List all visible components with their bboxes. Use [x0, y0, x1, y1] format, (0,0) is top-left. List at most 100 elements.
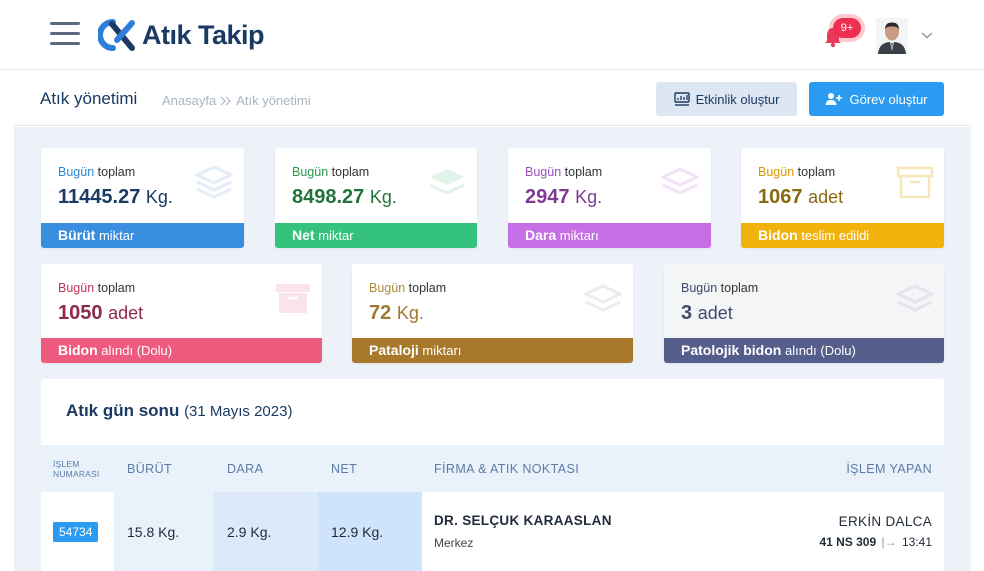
layers-icon [661, 167, 699, 195]
daily-summary-panel: Atık gün sonu (31 Mayıs 2023) İŞLEM NUMA… [41, 379, 944, 571]
create-task-label: Görev oluştur [849, 91, 928, 107]
card-bar-bold: Bidon [758, 227, 798, 243]
col-tare[interactable]: DARA [227, 461, 264, 476]
card-prefix: Bugün [758, 165, 795, 179]
card-label: toplam [797, 165, 836, 179]
stat-card-delivered: Bugün toplam 1067 adet Bidon teslim edil… [741, 148, 944, 248]
card-label: toplam [97, 165, 136, 179]
panel-title: Atık gün sonu (31 Mayıs 2023) [66, 401, 292, 421]
archive-box-icon [276, 284, 310, 313]
card-prefix: Bugün [681, 281, 718, 295]
card-prefix: Bugün [58, 281, 95, 295]
card-bar-text: alındı (Dolu) [101, 343, 173, 358]
col-gross[interactable]: BÜRÜT [127, 461, 173, 476]
card-label: toplam [564, 165, 603, 179]
panel-title-text: Atık gün sonu [66, 401, 180, 420]
col-firm[interactable]: FİRMA & ATIK NOKTASI [434, 461, 580, 476]
double-chevron-right-icon [220, 96, 232, 105]
card-value: 8498.27 [292, 186, 365, 208]
card-prefix: Bugün [292, 165, 329, 179]
menu-icon[interactable] [50, 20, 82, 48]
stat-card-pathology: Bugün toplam 72 Kg. Pataloji miktarı [352, 264, 633, 363]
layers-icon [896, 284, 934, 312]
page-header: Atık yönetimi Anasayfa Atık yönetimi Etk… [14, 71, 971, 126]
stat-card-net: Bugün toplam 8498.27 Kg. Net miktar [275, 148, 477, 248]
col-id-line2: NUMARASI [53, 468, 100, 479]
card-prefix: Bugün [58, 165, 95, 179]
row-time: 13:41 [901, 535, 932, 549]
arrow-right-icon: |→ [881, 535, 897, 549]
card-value: 1067 [758, 186, 803, 208]
card-bar-bold: Bidon [58, 342, 98, 358]
col-id[interactable]: İŞLEM NUMARASI [53, 445, 99, 492]
col-doer[interactable]: İŞLEM YAPAN [846, 461, 932, 476]
breadcrumb: Anasayfa Atık yönetimi [162, 93, 311, 108]
card-unit: Kg. [396, 303, 424, 323]
card-bar-bold: Dara [525, 227, 557, 243]
avatar[interactable] [876, 18, 908, 54]
card-bar-bold: Patolojik bidon [681, 342, 782, 358]
card-value: 1050 [58, 302, 103, 324]
card-bar-text: miktarı [422, 343, 462, 358]
stat-card-collected: Bugün toplam 1050 adet Bidon alındı (Dol… [41, 264, 322, 363]
row-gross: 15.8 Kg. [127, 523, 180, 540]
notifications-button[interactable]: 9+ [820, 18, 861, 52]
card-label: toplam [331, 165, 370, 179]
card-bar-text: alındı (Dolu) [784, 343, 856, 358]
layers-icon [584, 284, 622, 312]
breadcrumb-home[interactable]: Anasayfa [162, 93, 217, 108]
logo-icon [98, 19, 135, 51]
card-unit: adet [697, 303, 733, 323]
stat-card-gross: Bugün toplam 11445.27 Kg. Bürüt miktar [41, 148, 244, 248]
table-header: İŞLEM NUMARASI BÜRÜT DARA NET FİRMA & AT… [41, 445, 944, 492]
panel-date: (31 Mayıs 2023) [184, 403, 293, 420]
card-bar-text: miktarı [559, 228, 599, 243]
card-value: 3 [681, 302, 693, 324]
stat-card-pathology-bin: Bugün toplam 3 adet Patolojik bidon alın… [664, 264, 944, 363]
archive-box-icon [896, 166, 934, 199]
row-location: Merkez [434, 536, 474, 550]
app-logo[interactable]: Atık Takip [98, 17, 265, 53]
col-id-line1: İŞLEM [53, 458, 80, 469]
breadcrumb-current: Atık yönetimi [236, 93, 311, 108]
card-value: 2947 [525, 186, 570, 208]
create-activity-label: Etkinlik oluştur [695, 91, 780, 107]
col-net[interactable]: NET [331, 461, 358, 476]
layers-icon [195, 165, 233, 199]
top-bar: Atık Takip 9+ [0, 0, 984, 70]
card-unit: Kg. [145, 187, 173, 207]
card-unit: Kg. [369, 187, 397, 207]
notification-badge: 9+ [833, 18, 861, 38]
card-value: 72 [369, 302, 392, 324]
card-label: toplam [97, 281, 136, 295]
table-row[interactable]: 54734 15.8 Kg. 2.9 Kg. 12.9 Kg. DR. SELÇ… [41, 492, 944, 571]
card-bar-bold: Net [292, 227, 315, 243]
row-id-badge[interactable]: 54734 [53, 521, 99, 542]
card-bar-bold: Pataloji [369, 342, 419, 358]
card-unit: adet [808, 187, 844, 207]
card-unit: adet [108, 303, 144, 323]
card-bar-text: teslim edildi [801, 228, 870, 243]
row-tare: 2.9 Kg. [227, 523, 272, 540]
logo-text: Atık Takip [142, 19, 265, 50]
chevron-down-icon[interactable] [920, 30, 934, 40]
add-user-icon [825, 93, 843, 105]
row-firm[interactable]: DR. SELÇUK KARAASLAN [434, 513, 612, 528]
stat-card-tare: Bugün toplam 2947 Kg. Dara miktarı [508, 148, 711, 248]
card-label: toplam [720, 281, 759, 295]
card-prefix: Bugün [369, 281, 406, 295]
row-doer: ERKİN DALCA [838, 514, 932, 529]
card-prefix: Bugün [525, 165, 562, 179]
card-unit: Kg. [575, 187, 603, 207]
card-value: 11445.27 [58, 186, 141, 208]
create-task-button[interactable]: Görev oluştur [809, 82, 944, 116]
card-label: toplam [408, 281, 447, 295]
create-activity-button[interactable]: Etkinlik oluştur [656, 82, 797, 116]
row-plate: 41 NS 309 [819, 535, 877, 549]
dashboard-content: Bugün toplam 11445.27 Kg. Bürüt miktar B… [14, 127, 971, 571]
row-net: 12.9 Kg. [331, 523, 384, 540]
card-bar-text: miktar [318, 228, 354, 243]
card-bar-text: miktar [98, 228, 135, 243]
layers-icon [429, 169, 465, 195]
card-bar-bold: Bürüt [58, 227, 96, 243]
